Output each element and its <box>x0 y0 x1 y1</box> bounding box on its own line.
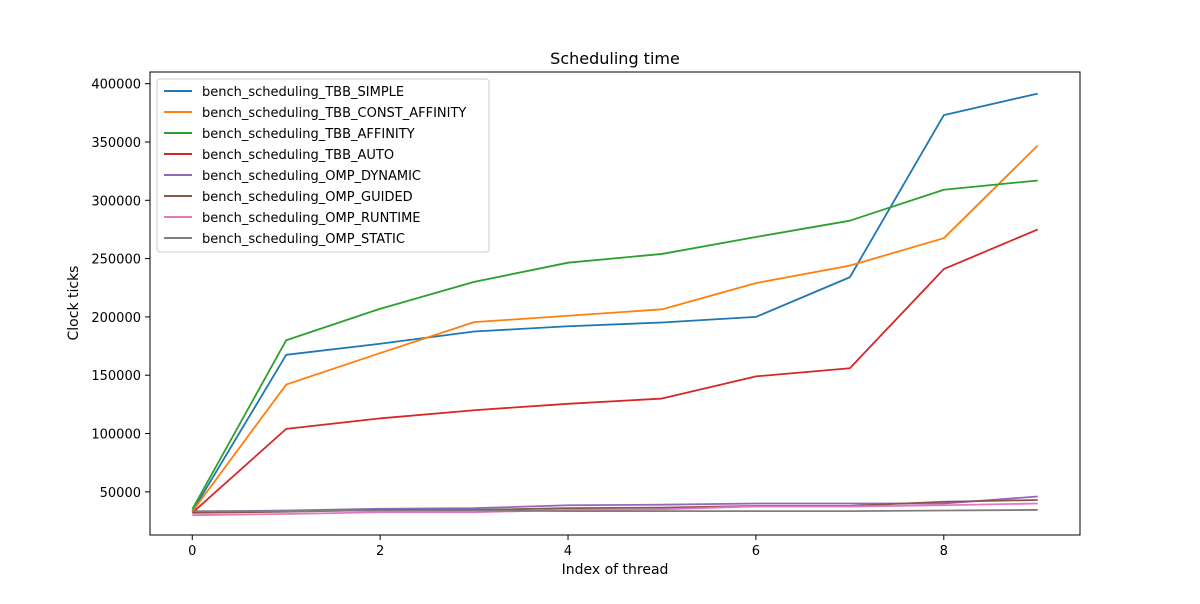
y-axis-label: Clock ticks <box>66 266 82 341</box>
x-tick-label: 4 <box>564 544 572 559</box>
legend-label: bench_scheduling_OMP_STATIC <box>202 232 405 247</box>
y-tick-label: 150000 <box>91 369 141 384</box>
y-tick-label: 200000 <box>91 311 141 326</box>
series-line-bench-scheduling-tbb-const-affinity <box>191 144 1039 513</box>
chart-title: Scheduling time <box>550 49 680 68</box>
y-tick-label: 250000 <box>91 253 141 268</box>
y-tick-label: 100000 <box>91 428 141 443</box>
x-tick-label: 2 <box>376 544 384 559</box>
legend-label: bench_scheduling_TBB_AUTO <box>202 148 394 163</box>
y-tick-label: 350000 <box>91 136 141 151</box>
legend: bench_scheduling_TBB_SIMPLE bench_schedul… <box>156 78 490 253</box>
y-axis: 50000 100000 150000 200000 250000 300000 35000… <box>91 78 150 501</box>
legend-label: bench_scheduling_OMP_GUIDED <box>202 190 413 205</box>
legend-box <box>156 78 490 253</box>
series-line-bench-scheduling-omp-runtime <box>192 502 1038 517</box>
y-tick-label: 400000 <box>91 78 141 93</box>
y-tick-label: 300000 <box>91 194 141 209</box>
legend-label: bench_scheduling_TBB_AFFINITY <box>202 127 415 142</box>
series-line-bench-scheduling-tbb-affinity <box>191 179 1038 510</box>
series-line-bench-scheduling-omp-static <box>192 509 1038 512</box>
legend-label: bench_scheduling_TBB_SIMPLE <box>202 85 404 100</box>
x-axis-label: Index of thread <box>562 562 669 578</box>
series-line-bench-scheduling-tbb-auto <box>191 228 1039 514</box>
legend-label: bench_scheduling_OMP_RUNTIME <box>202 211 421 226</box>
x-tick-label: 8 <box>940 544 948 559</box>
y-tick-label: 50000 <box>100 486 141 501</box>
legend-label: bench_scheduling_TBB_CONST_AFFINITY <box>202 106 466 121</box>
series-line-bench-scheduling-tbb-simple <box>191 92 1038 513</box>
series-layer <box>191 92 1039 517</box>
x-tick-label: 0 <box>188 544 196 559</box>
x-axis: 0 2 4 6 8 <box>188 535 948 559</box>
legend-label: bench_scheduling_OMP_DYNAMIC <box>202 169 421 184</box>
x-tick-label: 6 <box>752 544 760 559</box>
